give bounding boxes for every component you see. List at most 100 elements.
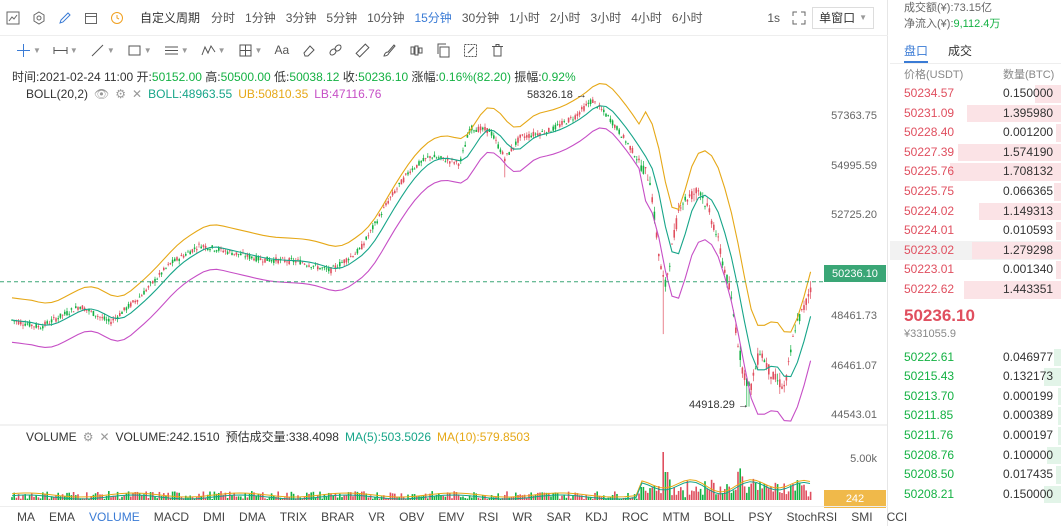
order-book-tab[interactable]: 盘口 bbox=[904, 40, 929, 63]
volume-bar bbox=[521, 495, 524, 500]
candle-body bbox=[583, 106, 585, 111]
volume-bar bbox=[768, 488, 770, 500]
ruler-icon[interactable] bbox=[351, 39, 374, 61]
indicator-tab[interactable]: StochRSI bbox=[786, 509, 838, 524]
bid-row[interactable]: 50211.85 0.000389 bbox=[890, 406, 1061, 426]
calendar-icon[interactable] bbox=[78, 5, 104, 31]
volume-bar bbox=[669, 479, 671, 500]
indicator-tab[interactable]: VOLUME bbox=[89, 509, 140, 524]
period-option[interactable]: 5分钟 bbox=[326, 11, 358, 25]
rectangle-tool[interactable]: ▼ bbox=[123, 39, 156, 61]
period-option[interactable]: 2小时 bbox=[549, 11, 581, 25]
line-chart-icon[interactable] bbox=[0, 5, 26, 31]
indicator-tab[interactable]: EMA bbox=[49, 509, 76, 524]
price-chart[interactable] bbox=[0, 80, 888, 500]
crosshair-tool[interactable]: ▼ bbox=[12, 39, 45, 61]
volume-bar bbox=[244, 493, 246, 500]
close-icon[interactable]: ✕ bbox=[132, 87, 143, 101]
volume-bar bbox=[411, 494, 414, 500]
volume-bar bbox=[587, 496, 590, 500]
text-tool[interactable]: Aa bbox=[274, 43, 290, 57]
period-option[interactable]: 1分钟 bbox=[245, 11, 276, 25]
trend-line-tool[interactable]: ▼ bbox=[86, 39, 119, 61]
indicator-tab[interactable]: OBV bbox=[399, 509, 425, 524]
fullscreen-icon[interactable] bbox=[786, 5, 812, 31]
indicator-tab[interactable]: TRIX bbox=[279, 509, 308, 524]
period-option[interactable]: 15分钟 bbox=[414, 11, 452, 25]
period-option[interactable]: 分时 bbox=[211, 11, 236, 25]
ask-row[interactable]: 50223.02 1.279298 bbox=[890, 240, 1061, 261]
window-mode-select[interactable]: 单窗口 ▼ bbox=[812, 6, 874, 29]
settings-icon[interactable] bbox=[26, 5, 52, 31]
copy-icon[interactable] bbox=[432, 39, 455, 61]
period-option[interactable]: 30分钟 bbox=[461, 11, 500, 25]
eraser-icon[interactable] bbox=[297, 39, 320, 61]
indicator-tab[interactable]: MA bbox=[17, 509, 35, 524]
indicator-tab[interactable]: WR bbox=[512, 509, 533, 524]
candles-icon[interactable] bbox=[405, 39, 428, 61]
gear-icon[interactable]: ⚙ bbox=[115, 87, 127, 101]
boll-title[interactable]: BOLL(20,2) bbox=[26, 87, 89, 101]
ask-row[interactable]: 50225.76 1.708132 bbox=[890, 162, 1061, 182]
horizontal-line-tool[interactable]: ▼ bbox=[49, 39, 82, 61]
bid-row[interactable]: 50208.21 0.150000 bbox=[890, 485, 1061, 505]
indicator-tab[interactable]: MTM bbox=[662, 509, 690, 524]
order-book-tab[interactable]: 成交 bbox=[948, 44, 973, 58]
gear-icon[interactable]: ⚙ bbox=[82, 429, 94, 444]
bid-row[interactable]: 50208.76 0.100000 bbox=[890, 446, 1061, 466]
indicator-tab[interactable]: RSI bbox=[478, 509, 499, 524]
indicator-tab[interactable]: PSY bbox=[748, 509, 773, 524]
eye-icon[interactable]: 👁 bbox=[94, 87, 110, 101]
volume-title[interactable]: VOLUME bbox=[26, 429, 77, 444]
indicator-tab[interactable]: ROC bbox=[621, 509, 649, 524]
ask-row[interactable]: 50231.09 1.395980 bbox=[890, 104, 1061, 124]
parallel-channel-tool[interactable]: ▼ bbox=[160, 39, 193, 61]
period-option[interactable]: 4小时 bbox=[631, 11, 662, 25]
period-option[interactable]: 10分钟 bbox=[367, 11, 405, 25]
bid-row[interactable]: 50215.43 0.132173 bbox=[890, 367, 1061, 387]
ask-row[interactable]: 50227.39 1.574190 bbox=[890, 143, 1061, 163]
ask-row[interactable]: 50223.01 0.001340 bbox=[890, 260, 1061, 280]
volume-bar bbox=[99, 494, 101, 500]
indicator-tab[interactable]: BRAR bbox=[321, 509, 355, 524]
custom-period-button[interactable]: 自定义周期 bbox=[140, 11, 201, 25]
magic-icon[interactable] bbox=[459, 39, 482, 61]
indicator-tab[interactable]: SMI bbox=[851, 509, 873, 524]
trash-icon[interactable] bbox=[486, 39, 509, 61]
indicator-tab[interactable]: SAR bbox=[546, 509, 572, 524]
period-option[interactable]: 3分钟 bbox=[285, 11, 317, 25]
bid-row[interactable]: 50208.50 0.017435 bbox=[890, 465, 1061, 485]
indicator-tab[interactable]: DMI bbox=[203, 509, 226, 524]
period-option[interactable]: 3小时 bbox=[590, 11, 622, 25]
pencil-icon[interactable] bbox=[52, 5, 78, 31]
ask-row[interactable]: 50224.02 1.149313 bbox=[890, 202, 1061, 222]
indicator-tab[interactable]: CCI bbox=[886, 509, 908, 524]
link-icon[interactable] bbox=[324, 39, 347, 61]
bid-row[interactable]: 50211.76 0.000197 bbox=[890, 426, 1061, 446]
ask-row[interactable]: 50225.75 0.066365 bbox=[890, 182, 1061, 202]
indicator-tab[interactable]: BOLL bbox=[703, 509, 735, 524]
indicator-tab[interactable]: DMA bbox=[239, 509, 266, 524]
indicator-tab[interactable]: KDJ bbox=[585, 509, 608, 524]
indicator-tab[interactable]: VR bbox=[368, 509, 386, 524]
ask-row[interactable]: 50224.01 0.010593 bbox=[890, 221, 1061, 241]
ask-row[interactable]: 50228.40 0.001200 bbox=[890, 123, 1061, 143]
indicator-bar: MA EMA VOLUME MACD DMI DMA TRIX BRAR VR OBV EMV RSI… bbox=[0, 506, 907, 526]
indicator-tab[interactable]: MACD bbox=[153, 509, 190, 524]
wave-tool[interactable]: ▼ bbox=[197, 39, 230, 61]
bid-row[interactable]: 50222.61 0.046977 bbox=[890, 348, 1061, 368]
ask-row[interactable]: 50234.57 0.150000 bbox=[890, 84, 1061, 104]
candle-body bbox=[743, 373, 746, 380]
one-second-button[interactable]: 1s bbox=[767, 10, 781, 25]
clock-icon[interactable] bbox=[104, 5, 130, 31]
period-option[interactable]: 1小时 bbox=[509, 11, 540, 25]
chart-area[interactable]: 自定义周期 分时 1分钟 3分钟 5分钟 10分钟 15分钟 30分钟 1小时 2小时 3小时 4小… bbox=[0, 0, 907, 526]
bid-row[interactable]: 50213.70 0.000199 bbox=[890, 387, 1061, 407]
close-icon[interactable]: ✕ bbox=[99, 429, 110, 444]
indicator-tab[interactable]: EMV bbox=[438, 509, 465, 524]
ask-row[interactable]: 50222.62 1.443351 bbox=[890, 280, 1061, 300]
period-option[interactable]: 6小时 bbox=[671, 11, 703, 25]
brush-icon[interactable] bbox=[378, 39, 401, 61]
fibonacci-tool[interactable]: ▼ bbox=[234, 39, 267, 61]
volume-bar bbox=[365, 493, 367, 500]
